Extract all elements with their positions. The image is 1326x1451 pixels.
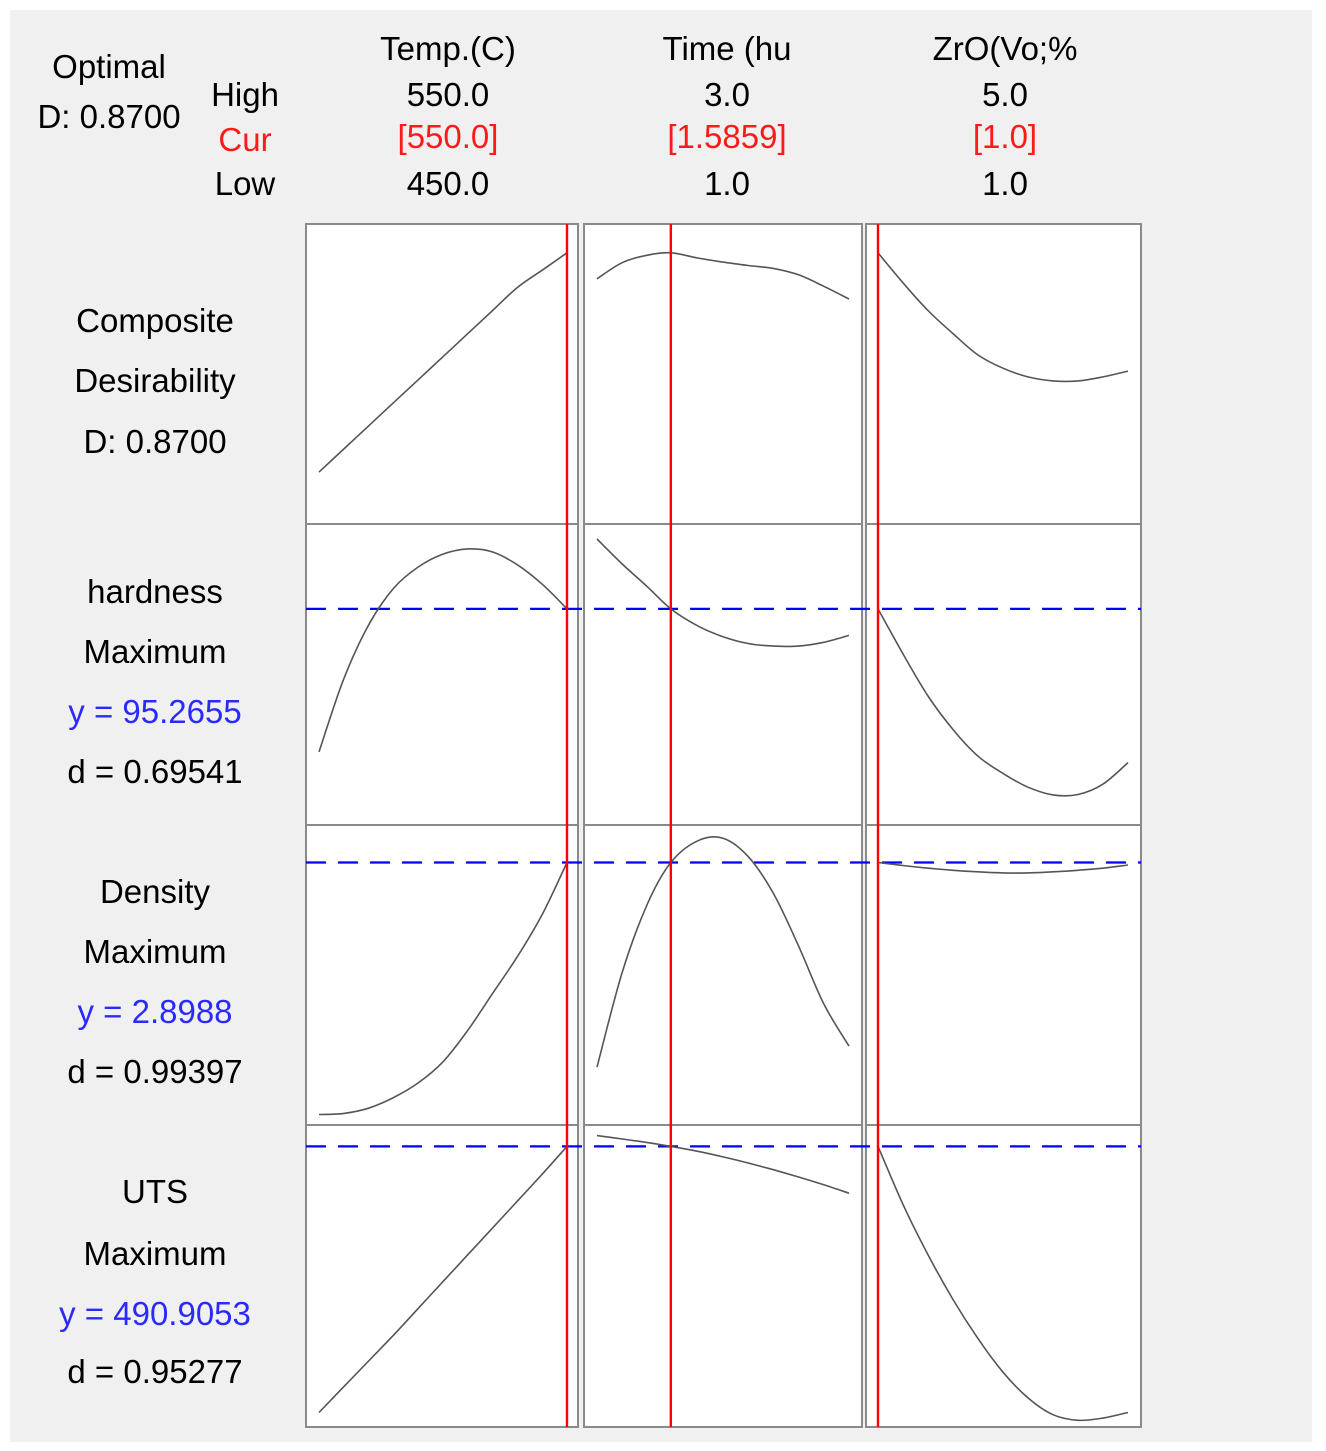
response-hardness-d: d = 0.69541	[67, 753, 243, 790]
response-uts-d: d = 0.95277	[67, 1353, 243, 1390]
curve-hardness-temp	[318, 548, 568, 753]
response-density-d: d = 0.99397	[67, 1053, 243, 1090]
optimization-plot-window: Optimal D: 0.8700 High Cur Low Temp.(C) …	[10, 10, 1312, 1442]
response-composite-line2: Desirability	[74, 362, 236, 399]
panel-r3-c0	[305, 1124, 579, 1428]
response-density-goal: Maximum	[83, 933, 227, 970]
response-uts-name: UTS	[122, 1173, 188, 1210]
panel-r1-c2	[865, 523, 1142, 826]
curve-density-time	[596, 835, 850, 1068]
response-density-y: y = 2.8988	[77, 993, 233, 1030]
optimal-label: Optimal	[52, 48, 166, 85]
factor-cur-zro: [1.0]	[972, 118, 1038, 155]
curve-uts-temp	[318, 1145, 568, 1414]
panel-r2-c1	[583, 824, 863, 1126]
factor-name-time: Time (hu	[662, 30, 792, 67]
panel-r2-c0	[305, 824, 579, 1126]
row-label-low: Low	[214, 165, 276, 202]
curve-uts-zro	[877, 1146, 1129, 1422]
factor-high-time: 3.0	[704, 76, 750, 113]
panel-r0-c2	[865, 223, 1142, 525]
response-density-name: Density	[99, 873, 211, 910]
panel-r0-c0	[305, 223, 579, 525]
factor-name-temp: Temp.(C)	[380, 30, 516, 67]
curve-composite-zro	[877, 252, 1129, 383]
factor-cur-time: [1.5859]	[667, 118, 787, 155]
panel-r0-c1	[583, 223, 863, 525]
response-hardness-name: hardness	[87, 573, 223, 610]
response-uts-goal: Maximum	[83, 1235, 227, 1272]
response-composite-line1: Composite	[76, 302, 234, 339]
curve-uts-time	[596, 1134, 850, 1194]
curve-hardness-time	[596, 538, 850, 648]
panel-r1-c0	[305, 523, 579, 826]
curve-composite-temp	[318, 252, 568, 473]
curve-density-zro	[877, 861, 1129, 874]
response-hardness-y: y = 95.2655	[68, 693, 242, 730]
factor-low-zro: 1.0	[982, 165, 1028, 202]
curve-hardness-zro	[877, 608, 1129, 797]
factor-cur-temp: [550.0]	[397, 118, 499, 155]
row-label-high: High	[211, 76, 279, 113]
factor-name-zro: ZrO(Vo;%	[932, 30, 1078, 67]
factor-low-temp: 450.0	[406, 165, 490, 202]
factor-high-temp: 550.0	[406, 76, 490, 113]
optimal-composite-d: D: 0.8700	[37, 98, 181, 135]
response-uts-y: y = 490.9053	[59, 1295, 251, 1332]
row-label-cur: Cur	[218, 121, 272, 158]
curve-composite-time	[596, 251, 850, 300]
optimization-plot-grid	[305, 223, 1142, 1428]
factor-high-zro: 5.0	[982, 76, 1028, 113]
factor-low-time: 1.0	[704, 165, 750, 202]
panel-r2-c2	[865, 824, 1142, 1126]
panel-r1-c1	[583, 523, 863, 826]
curve-density-temp	[318, 862, 568, 1116]
panel-r3-c2	[865, 1124, 1142, 1428]
response-hardness-goal: Maximum	[83, 633, 227, 670]
panel-r3-c1	[583, 1124, 863, 1428]
response-composite-d: D: 0.8700	[83, 423, 227, 460]
